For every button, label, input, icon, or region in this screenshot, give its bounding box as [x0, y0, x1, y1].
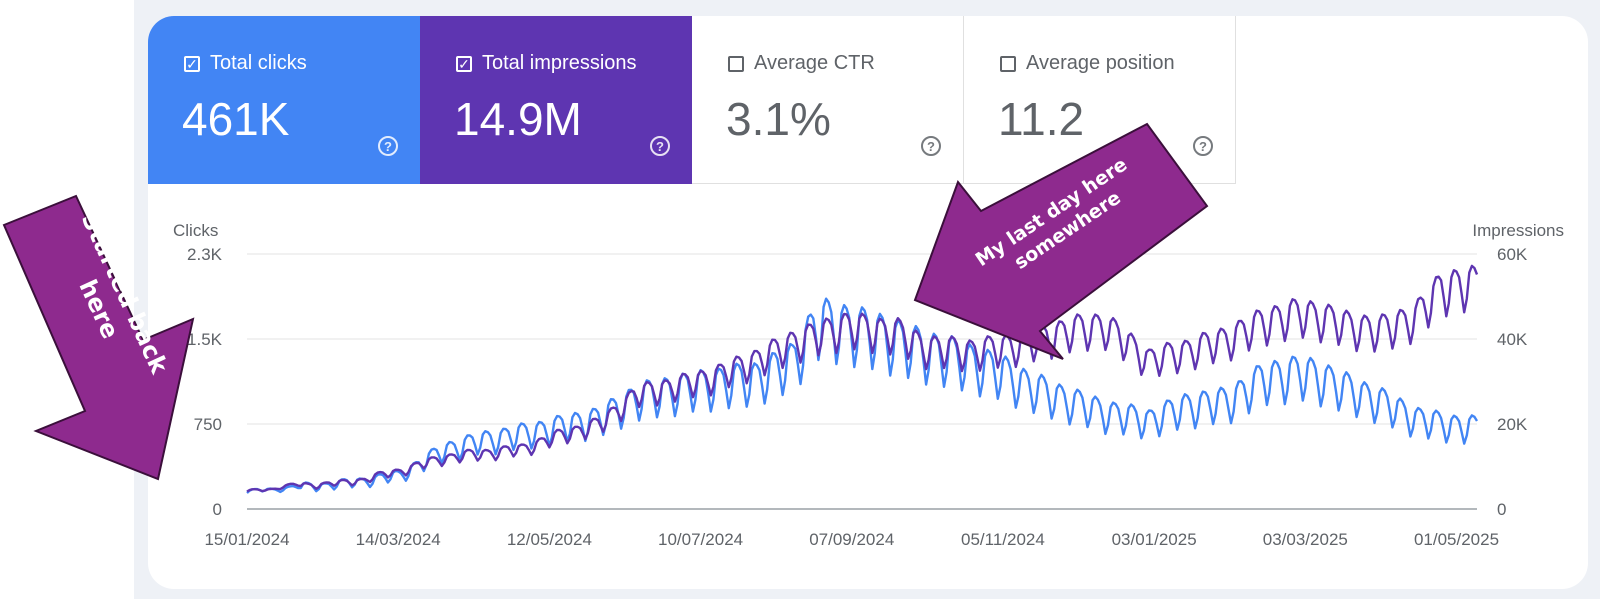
x-tick-label: 14/03/2024: [356, 530, 441, 549]
metric-value: 461K: [182, 93, 290, 145]
x-tick-label: 12/05/2024: [507, 530, 592, 549]
chart-axes: 0 750 1.5K 2.3K 0 20K 40K 60K Clicks Impressions 1…: [173, 221, 1564, 549]
right-tick-label: 40K: [1497, 330, 1528, 349]
left-tick-label: 750: [194, 415, 222, 434]
metric-total-impressions[interactable]: ✓ Total impressions 14.9M ?: [420, 16, 692, 184]
x-tick-label: 03/03/2025: [1263, 530, 1348, 549]
performance-card: ✓ Total clicks 461K ? ✓ Total impressions …: [148, 16, 1588, 589]
checkbox-checked-icon[interactable]: ✓: [456, 55, 472, 72]
chart-grid: [247, 253, 1477, 510]
metric-value: 11.2: [998, 93, 1085, 145]
checkbox-unchecked-icon[interactable]: [1000, 55, 1016, 72]
x-tick-label: 15/01/2024: [204, 530, 289, 549]
left-axis-label: Clicks: [173, 221, 218, 240]
x-tick-label: 05/11/2024: [961, 530, 1045, 549]
help-icon[interactable]: ?: [650, 136, 670, 156]
series-line-impressions: [246, 264, 1479, 493]
series-line-clicks: [246, 297, 1479, 494]
metric-value: 14.9M: [454, 93, 582, 145]
metric-label: Average CTR: [754, 52, 875, 74]
metric-value: 3.1%: [726, 93, 831, 145]
checkbox-checked-icon[interactable]: ✓: [184, 55, 200, 72]
right-tick-label: 20K: [1497, 415, 1528, 434]
chart-series: [246, 264, 1479, 494]
right-tick-label: 60K: [1497, 245, 1528, 264]
metric-label: Total impressions: [482, 52, 637, 74]
left-tick-label: 2.3K: [187, 245, 223, 264]
metric-label: Average position: [1026, 52, 1175, 74]
left-tick-label: 0: [213, 500, 222, 519]
x-tick-label: 03/01/2025: [1112, 530, 1197, 549]
metric-total-clicks[interactable]: ✓ Total clicks 461K ?: [148, 16, 420, 184]
x-tick-label: 10/07/2024: [658, 530, 743, 549]
help-icon[interactable]: ?: [378, 136, 398, 156]
checkbox-unchecked-icon[interactable]: [728, 55, 744, 72]
right-axis-label: Impressions: [1472, 221, 1564, 240]
last-day-arrow: [913, 122, 1209, 360]
help-icon[interactable]: ?: [921, 136, 941, 156]
right-tick-label: 0: [1497, 500, 1506, 519]
x-tick-label: 07/09/2024: [809, 530, 894, 549]
started-back-arrow: [2, 194, 195, 481]
metric-average-ctr[interactable]: Average CTR 3.1% ?: [692, 16, 964, 184]
metric-label: Total clicks: [210, 52, 307, 74]
help-icon[interactable]: ?: [1193, 136, 1213, 156]
left-tick-label: 1.5K: [187, 330, 223, 349]
x-tick-label: 01/05/2025: [1414, 530, 1499, 549]
